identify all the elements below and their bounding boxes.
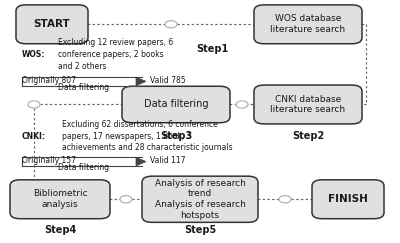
Text: WOS:: WOS:	[22, 50, 45, 59]
FancyBboxPatch shape	[16, 5, 88, 44]
Circle shape	[28, 101, 40, 108]
Text: Analysis of research
trend
Analysis of research
hotspots: Analysis of research trend Analysis of r…	[154, 179, 246, 220]
Text: Excluding 62 dissertations, 6 conference
papers, 17 newspapers, 1 book, 3
achiev: Excluding 62 dissertations, 6 conference…	[62, 120, 233, 152]
Polygon shape	[136, 77, 146, 86]
Text: Valid 117: Valid 117	[150, 156, 186, 165]
Text: Step2: Step2	[292, 131, 324, 141]
Circle shape	[120, 196, 132, 203]
Circle shape	[236, 101, 248, 108]
Circle shape	[279, 196, 291, 203]
FancyBboxPatch shape	[10, 180, 110, 219]
Text: Originally 807: Originally 807	[22, 76, 76, 85]
Text: Excluding 12 review papers, 6
conference papers, 2 books
and 2 others: Excluding 12 review papers, 6 conference…	[58, 38, 173, 71]
Polygon shape	[136, 157, 146, 166]
FancyBboxPatch shape	[254, 85, 362, 124]
Text: Bibliometric
analysis: Bibliometric analysis	[33, 189, 87, 209]
Text: Step4: Step4	[44, 225, 76, 235]
FancyBboxPatch shape	[254, 5, 362, 44]
Text: Data filtering: Data filtering	[58, 83, 110, 92]
Text: Step1: Step1	[196, 43, 228, 54]
Text: Valid 785: Valid 785	[150, 76, 186, 85]
Text: Data filtering: Data filtering	[58, 163, 110, 172]
Circle shape	[165, 21, 177, 28]
FancyBboxPatch shape	[142, 176, 258, 222]
FancyBboxPatch shape	[122, 86, 230, 123]
Text: FINISH: FINISH	[328, 194, 368, 204]
Text: CNKI:: CNKI:	[22, 131, 46, 141]
Text: Originally 157: Originally 157	[22, 156, 76, 165]
Text: Data filtering: Data filtering	[144, 99, 208, 110]
Text: Step3: Step3	[160, 131, 192, 141]
Text: START: START	[34, 19, 70, 29]
FancyBboxPatch shape	[312, 180, 384, 219]
Text: CNKI database
literature search: CNKI database literature search	[270, 95, 346, 114]
Text: WOS database
literature search: WOS database literature search	[270, 14, 346, 34]
Text: Step5: Step5	[184, 225, 216, 235]
